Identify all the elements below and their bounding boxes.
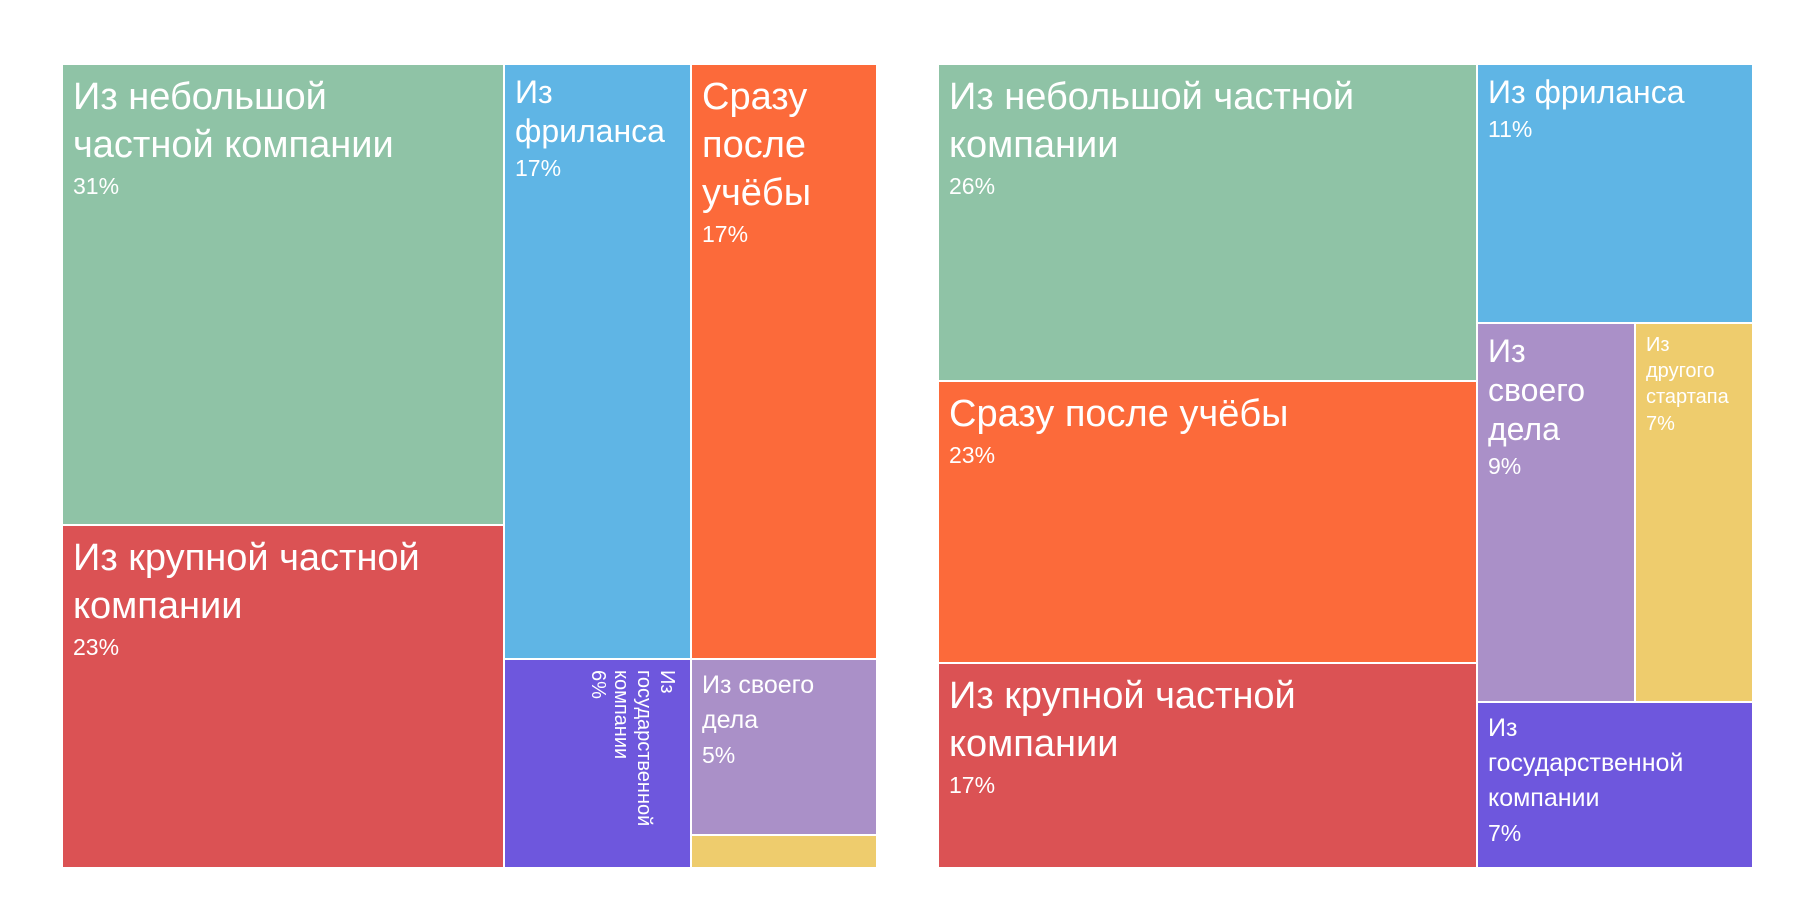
tile-label: Из другого стартапа: [1646, 334, 1729, 408]
tile-value: 6%: [587, 670, 609, 699]
tile-label: Из фриланса: [1488, 74, 1685, 110]
tile-label: Из своего дела: [702, 671, 815, 734]
tile-label: Сразу после учёбы: [702, 76, 812, 214]
tile-value: 23%: [949, 442, 996, 468]
tile-value: 17%: [949, 772, 996, 798]
treemap-right: Из небольшой частной компании 26% Сразу пос…: [938, 64, 1753, 868]
treemap-tile: [691, 835, 877, 868]
tile-label: Из крупной частной компании: [949, 675, 1296, 765]
tile-label: Из государственной компании: [1488, 714, 1684, 812]
treemap-tile: Из своего дела 5%: [691, 659, 877, 835]
tile-label: Из небольшой частной компании: [949, 76, 1355, 166]
tile-value: 23%: [73, 634, 120, 660]
tile-value: 11%: [1488, 116, 1533, 142]
treemap-tile: Из крупной частной компании 23%: [62, 525, 504, 868]
tile-label: Из государственной компании: [610, 670, 678, 827]
tile-value: 31%: [73, 173, 120, 199]
tile-value: 17%: [515, 155, 562, 181]
tile-label: Из крупной частной компании: [73, 537, 420, 627]
treemap-tile: Из своего дела 9%: [1477, 323, 1635, 702]
tile-label: Сразу после учёбы: [949, 393, 1289, 435]
treemap-tile: Из государственной компании 7%: [1477, 702, 1753, 868]
tile-value: 26%: [949, 173, 996, 199]
treemap-tile: Сразу после учёбы 17%: [691, 64, 877, 659]
tile-value: 7%: [1488, 820, 1522, 846]
treemap-tile: Из небольшой частной компании 26%: [938, 64, 1477, 381]
treemap-left: Из небольшой частной компании 31% Из крупно…: [62, 64, 877, 868]
treemap-tile: Из фриланса 17%: [504, 64, 691, 659]
tile-label: Из своего дела: [1488, 333, 1585, 447]
treemap-tile: Из небольшой частной компании 31%: [62, 64, 504, 525]
tile-value: 9%: [1488, 453, 1522, 479]
treemap-tile: Из государственной компании 6%: [504, 659, 691, 868]
treemap-tile: Из крупной частной компании 17%: [938, 663, 1477, 868]
tile-label: Из небольшой частной компании: [73, 76, 394, 166]
tile-value: 7%: [1646, 413, 1675, 435]
tile-label: Из фриланса: [515, 74, 665, 149]
tile-value: 17%: [702, 221, 749, 247]
treemap-tile: Из другого стартапа 7%: [1635, 323, 1753, 702]
tile-value: 5%: [702, 742, 736, 768]
treemap-tile: Из фриланса 11%: [1477, 64, 1753, 323]
treemap-tile: Сразу после учёбы 23%: [938, 381, 1477, 663]
